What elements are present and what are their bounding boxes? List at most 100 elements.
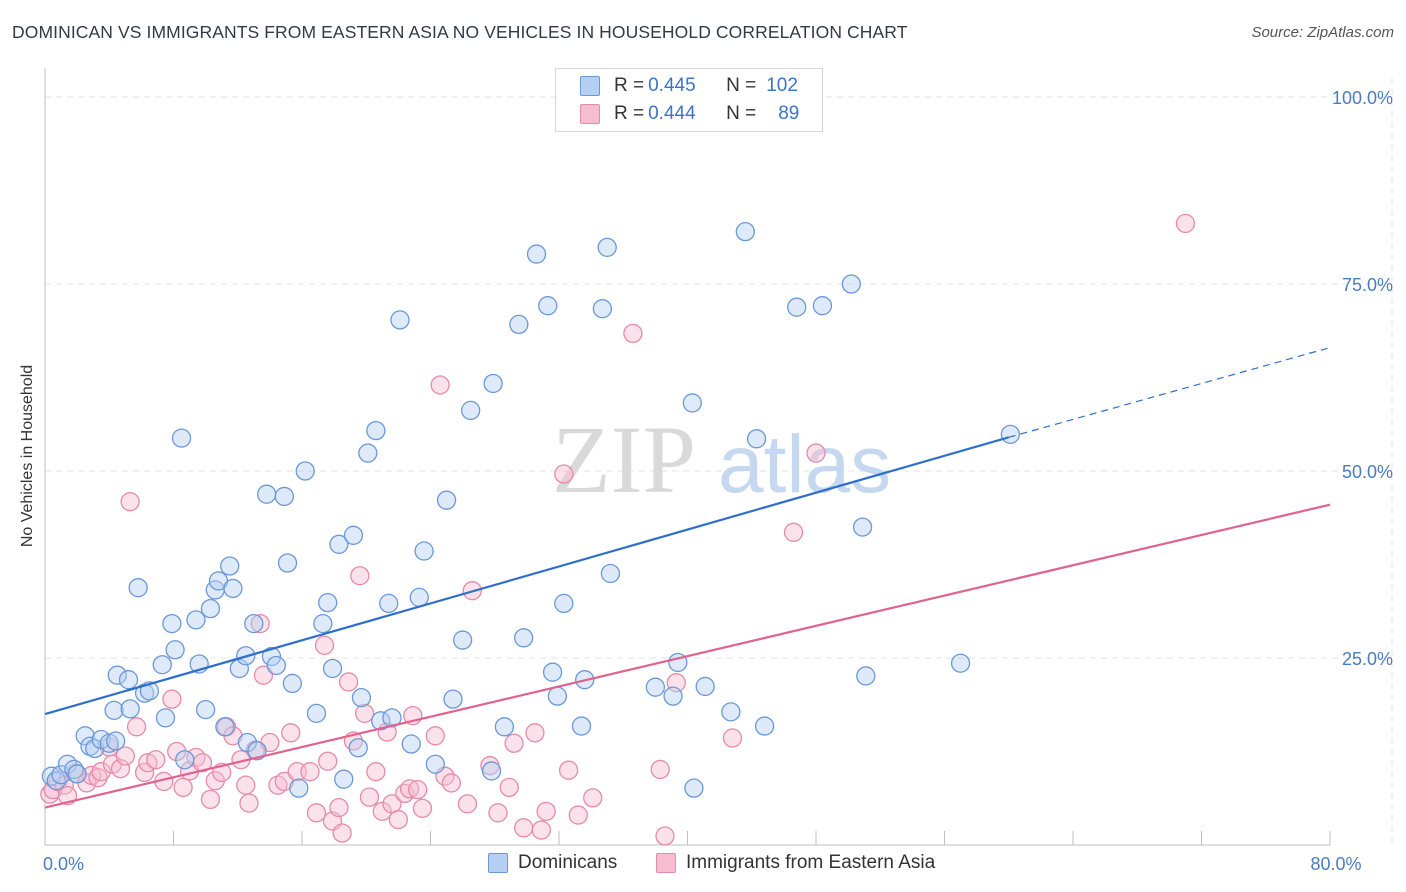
data-point	[343, 525, 364, 545]
legend-swatch-pink	[580, 104, 600, 124]
data-point	[547, 686, 568, 706]
data-point	[682, 393, 702, 413]
series-legend: Dominicans Immigrants from Eastern Asia	[0, 852, 1406, 876]
data-point	[558, 760, 579, 780]
data-point	[128, 578, 148, 598]
data-point	[735, 221, 755, 242]
data-point	[414, 541, 434, 561]
data-point	[118, 670, 139, 690]
trend-lines	[44, 347, 1331, 809]
legend-item-dominicans: Dominicans	[488, 852, 617, 874]
data-point	[372, 801, 392, 821]
legend-swatch-blue	[580, 76, 600, 96]
data-point	[239, 793, 259, 813]
data-point	[526, 244, 547, 264]
legend-r-label: R =	[614, 75, 645, 96]
data-point	[277, 553, 298, 573]
trend-line-immigrants	[44, 503, 1331, 809]
data-point	[175, 750, 195, 770]
data-point	[452, 630, 473, 650]
data-point	[351, 687, 372, 708]
data-point	[120, 699, 140, 719]
data-point	[812, 296, 833, 316]
data-point	[542, 662, 563, 682]
trend-line-dominicans-extension	[1008, 347, 1331, 438]
data-point	[443, 689, 463, 709]
data-point	[318, 592, 338, 613]
data-point	[514, 818, 534, 838]
data-point	[401, 734, 421, 754]
data-point	[329, 534, 349, 554]
data-point	[173, 777, 193, 798]
watermark: ZIP atlas	[552, 406, 891, 513]
data-point	[200, 598, 221, 619]
data-point	[461, 400, 481, 421]
axes	[44, 68, 1331, 846]
y-tick-label: 100.0%	[1332, 88, 1393, 108]
legend-swatch-blue	[488, 853, 508, 873]
data-point	[237, 732, 258, 753]
legend-r-value: 0.444	[648, 103, 696, 124]
data-point	[536, 801, 556, 821]
data-point	[322, 658, 343, 679]
data-point	[425, 726, 445, 746]
data-point	[441, 773, 462, 793]
data-point	[514, 628, 534, 648]
data-point	[300, 762, 320, 782]
data-point	[841, 274, 861, 294]
data-point	[274, 486, 294, 507]
data-point	[950, 653, 971, 673]
trend-line-dominicans	[44, 436, 1010, 716]
data-point	[852, 517, 873, 537]
data-point	[162, 613, 182, 634]
data-point	[436, 490, 457, 510]
data-point	[306, 803, 327, 823]
data-point	[186, 610, 206, 630]
series-dominicans-points	[41, 221, 1021, 798]
data-point	[152, 655, 172, 675]
data-point	[91, 762, 111, 782]
data-point	[650, 759, 670, 780]
data-point	[457, 794, 478, 814]
data-point	[623, 323, 643, 344]
data-point	[67, 764, 87, 784]
data-point	[525, 723, 545, 743]
data-point	[253, 665, 274, 685]
data-point	[509, 314, 529, 335]
data-point	[261, 646, 282, 667]
data-point	[104, 700, 124, 721]
watermark-zip: ZIP	[552, 406, 696, 513]
data-point	[165, 640, 185, 660]
data-point	[236, 775, 256, 795]
y-tick-label: 75.0%	[1342, 275, 1393, 295]
data-point	[200, 789, 221, 810]
data-point	[399, 779, 420, 799]
data-point	[488, 803, 508, 823]
data-point	[695, 676, 715, 697]
data-point	[358, 443, 378, 463]
data-point	[430, 375, 450, 395]
data-point	[483, 373, 503, 394]
legend-label-immigrants: Immigrants from Eastern Asia	[686, 852, 936, 873]
data-point	[425, 754, 445, 774]
data-point	[223, 578, 243, 599]
data-point	[244, 613, 264, 634]
data-point	[366, 762, 386, 782]
x-tick-label: 80.0%	[1310, 854, 1361, 874]
data-point	[366, 420, 386, 441]
data-point	[313, 613, 333, 634]
legend-n-value: 89	[778, 103, 800, 124]
data-point	[388, 809, 409, 830]
data-point	[754, 716, 775, 736]
data-point	[499, 777, 519, 798]
correlation-legend: R = 0.445 N = 102 R = 0.444 N = 89	[555, 68, 823, 132]
data-point	[120, 492, 140, 512]
data-point	[379, 593, 399, 614]
data-point	[1175, 213, 1196, 234]
data-point	[531, 820, 551, 840]
data-point	[215, 717, 235, 737]
data-point	[329, 797, 349, 818]
data-point	[554, 593, 574, 614]
data-point	[295, 461, 315, 481]
